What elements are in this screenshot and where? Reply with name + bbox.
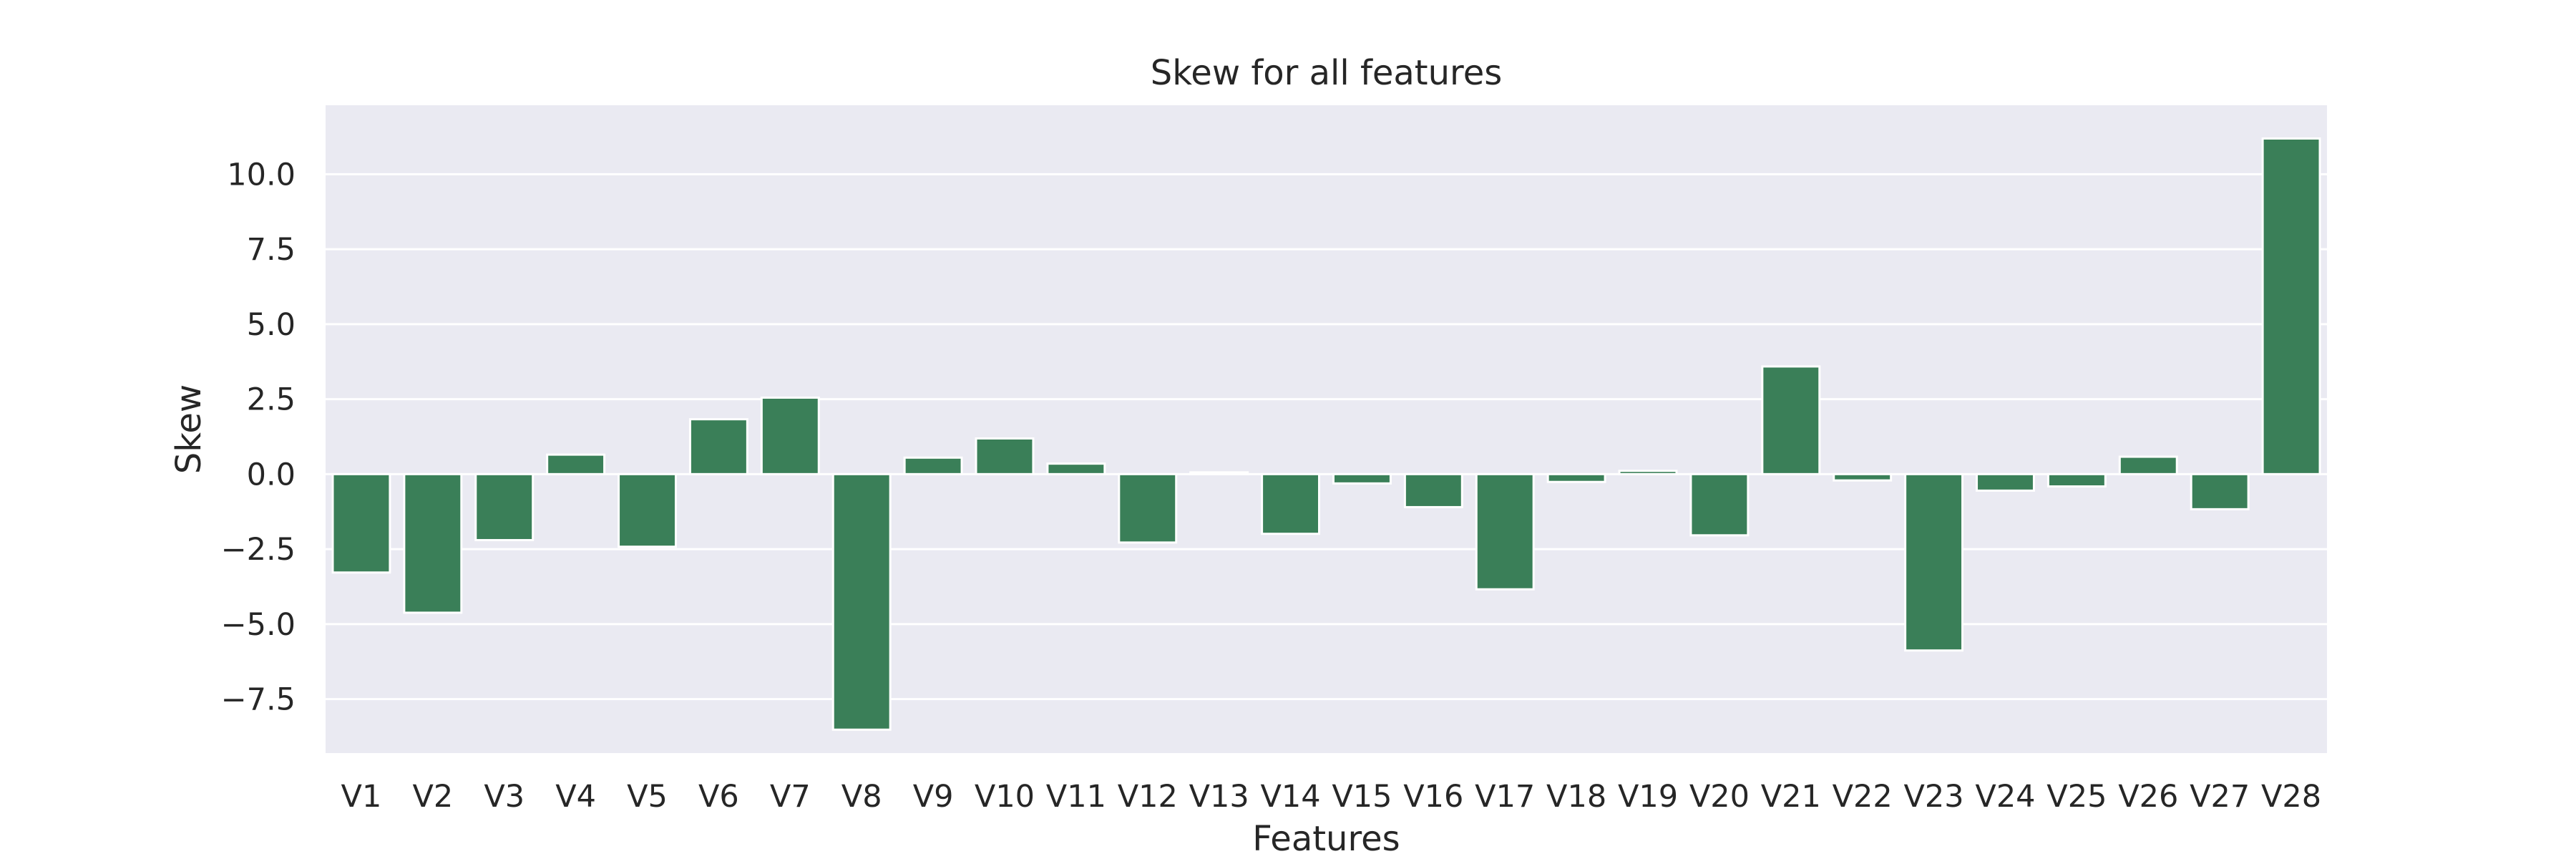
bar-v12 — [1118, 472, 1178, 544]
bar-v16 — [1403, 472, 1463, 508]
x-tick-label: V26 — [2118, 779, 2178, 815]
bar-v2 — [403, 472, 463, 614]
x-tick-label: V20 — [1689, 779, 1750, 815]
y-tick-label: −5.0 — [221, 607, 296, 643]
x-tick-label: V12 — [1118, 779, 1178, 815]
x-tick-label: V14 — [1260, 779, 1320, 815]
x-tick-label: V9 — [913, 779, 954, 815]
x-tick-label: V5 — [627, 779, 668, 815]
chart-title: Skew for all features — [1151, 53, 1503, 93]
x-tick-label: V8 — [841, 779, 882, 815]
y-tick-label: −7.5 — [221, 682, 296, 718]
x-tick-label: V27 — [2190, 779, 2250, 815]
x-tick-label: V1 — [341, 779, 382, 815]
bar-v11 — [1046, 462, 1106, 475]
bar-v3 — [474, 472, 535, 542]
bar-v23 — [1904, 472, 1964, 652]
x-tick-label: V16 — [1403, 779, 1463, 815]
bar-v20 — [1689, 472, 1750, 537]
y-tick-label: 7.5 — [247, 232, 296, 268]
x-tick-label: V21 — [1761, 779, 1821, 815]
y-axis-title: Skew — [169, 384, 209, 474]
bar-v4 — [546, 453, 606, 475]
bar-v24 — [1976, 472, 2035, 492]
x-tick-label: V28 — [2261, 779, 2321, 815]
x-tick-label: V17 — [1475, 779, 1535, 815]
bar-v26 — [2118, 455, 2178, 475]
x-tick-label: V13 — [1189, 779, 1249, 815]
x-tick-label: V7 — [770, 779, 811, 815]
y-tick-label: 5.0 — [247, 307, 296, 343]
plot-area-background — [326, 105, 2327, 753]
x-tick-label: V15 — [1332, 779, 1392, 815]
bar-v10 — [975, 437, 1035, 475]
x-tick-label: V10 — [975, 779, 1035, 815]
bar-v19 — [1618, 470, 1678, 475]
x-tick-label: V6 — [698, 779, 739, 815]
bar-v9 — [903, 456, 963, 475]
x-tick-label: V22 — [1833, 779, 1893, 815]
x-axis-title: Features — [1252, 819, 1400, 859]
bar-v6 — [688, 418, 748, 475]
x-tick-label: V19 — [1618, 779, 1678, 815]
bar-v17 — [1475, 472, 1535, 591]
bar-v25 — [2046, 472, 2107, 488]
bar-v28 — [2261, 137, 2321, 475]
y-tick-label: 2.5 — [247, 382, 296, 418]
x-tick-label: V24 — [1975, 779, 2035, 815]
bar-v13 — [1189, 471, 1249, 475]
x-tick-label: V18 — [1546, 779, 1606, 815]
bar-v27 — [2190, 472, 2250, 510]
x-tick-label: V25 — [2046, 779, 2107, 815]
x-tick-label: V2 — [412, 779, 453, 815]
bar-v8 — [831, 472, 892, 731]
bar-v21 — [1761, 365, 1821, 475]
bar-v14 — [1261, 472, 1321, 535]
bar-v7 — [760, 397, 820, 475]
bar-v18 — [1546, 472, 1606, 483]
bar-v22 — [1833, 472, 1893, 482]
x-tick-label: V23 — [1904, 779, 1964, 815]
y-tick-label: 0.0 — [247, 457, 296, 492]
y-tick-label: −2.5 — [221, 532, 296, 568]
bar-v5 — [618, 472, 677, 548]
x-tick-label: V11 — [1046, 779, 1106, 815]
x-tick-label: V4 — [555, 779, 596, 815]
bar-v15 — [1332, 472, 1392, 485]
y-tick-label: 10.0 — [227, 157, 296, 193]
bar-v1 — [331, 472, 391, 574]
x-tick-label: V3 — [484, 779, 525, 815]
